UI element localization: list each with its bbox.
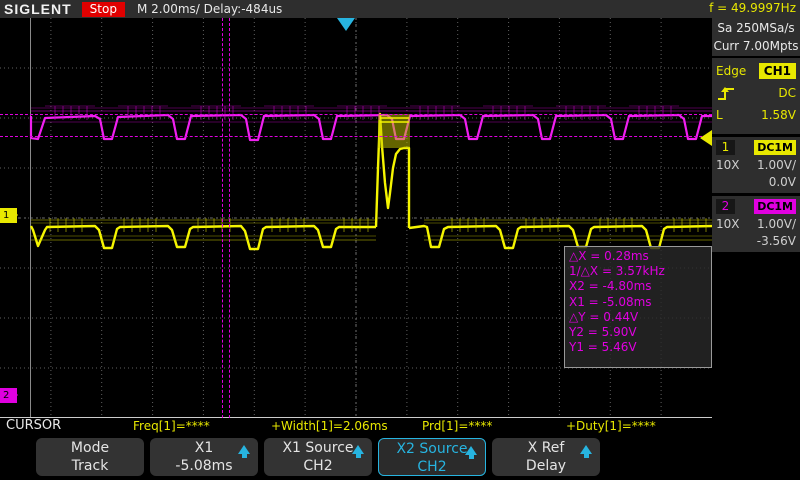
ch1-probe-ratio: 10X [716, 157, 740, 172]
softkey-x2-source-line1: X2 Source [396, 441, 468, 457]
trigger-type-label: Edge [716, 64, 747, 78]
trace-ch2 [29, 105, 712, 142]
ch2-offset: -3.56V [756, 233, 796, 248]
graticule-grid [0, 18, 712, 418]
softkey-x1[interactable]: X1 -5.08ms [150, 438, 258, 476]
softkey-x2-source[interactable]: X2 Source CH2 [378, 438, 486, 476]
right-sidebar: Sa 250MSa/s Curr 7.00Mpts Edge CH1 DC L … [712, 18, 800, 418]
trigger-level-label: L [716, 108, 723, 122]
softkey-x1-source[interactable]: X1 Source CH2 [264, 438, 372, 476]
softkey-x2-source-line2: CH2 [417, 459, 447, 475]
timebase-readout[interactable]: M 2.00ms/ Delay:-484us [136, 2, 283, 16]
softkey-x1-line1: X1 [194, 440, 214, 456]
waveform-plot-area[interactable]: 1 2 △X = 0.28ms 1/△X = 3.57kHz X2 = -4.8… [0, 18, 712, 418]
cursor-dy: △Y = 0.44V [569, 309, 639, 324]
softkey-mode-line2: Track [71, 458, 109, 474]
rising-edge-icon [718, 87, 734, 100]
cursor-x2: X2 = -4.80ms [569, 279, 652, 294]
measurement-strip: CURSOR Freq[1]=**** +Width[1]=2.06ms Prd… [0, 418, 712, 434]
frequency-counter: f = 49.9997Hz [709, 1, 796, 15]
measure-item-prd[interactable]: Prd[1]=**** [422, 419, 493, 433]
cursor-dx: △X = 0.28ms [569, 249, 649, 263]
ch1-ground-arrow-icon [11, 208, 18, 222]
channel-1-panel[interactable]: 1 DC1M 10X 1.00V/ 0.0V [712, 137, 800, 193]
ch1-ground-label: 1 [3, 210, 10, 221]
cursor-y2: Y2 = 5.90V [569, 325, 637, 340]
brand-logo: SIGLENT [4, 1, 72, 17]
measure-item-duty[interactable]: +Duty[1]=**** [566, 419, 656, 433]
top-status-bar: SIGLENT Stop M 2.00ms/ Delay:-484us f = … [0, 0, 800, 18]
softkey-x1-up-arrow-icon[interactable] [238, 445, 250, 458]
ch2-ground-label: 2 [3, 390, 10, 401]
ch1-number[interactable]: 1 [716, 140, 735, 155]
softkey-bar: Mode Track X1 -5.08ms X1 Source CH2 X2 S… [0, 434, 800, 480]
measure-item-pwidth[interactable]: +Width[1]=2.06ms [271, 419, 388, 433]
trigger-level-value: 1.58V [761, 108, 796, 122]
trace-ch2-noise [54, 106, 672, 120]
trigger-source-chip[interactable]: CH1 [758, 63, 796, 79]
softkey-x-ref[interactable]: X Ref Delay [492, 438, 600, 476]
cursor-x1-line[interactable] [222, 18, 223, 418]
trace-ch1 [29, 112, 712, 251]
ch1-volts-per-div: 1.00V/ [757, 157, 796, 172]
softkey-x-ref-line1: X Ref [527, 440, 565, 456]
ch1-offset: 0.0V [768, 174, 796, 189]
ch2-coupling-chip[interactable]: DC1M [754, 199, 796, 214]
trigger-coupling-value: DC [778, 86, 796, 100]
softkey-mode-line1: Mode [70, 440, 110, 456]
softkey-x-ref-up-arrow-icon[interactable] [580, 445, 592, 458]
softkey-x1-source-line2: CH2 [303, 458, 333, 474]
sample-rate-readout: Sa 250MSa/s [717, 21, 795, 35]
cursor-x2-line[interactable] [229, 18, 230, 418]
cursor-inv-dx: 1/△X = 3.57kHz [569, 264, 665, 279]
softkey-x1-source-line1: X1 Source [282, 440, 354, 456]
softkey-x1-line2: -5.08ms [175, 458, 233, 474]
channel-2-panel[interactable]: 2 DC1M 10X 1.00V/ -3.56V [712, 196, 800, 252]
ch2-number[interactable]: 2 [716, 199, 735, 214]
ch1-coupling-chip[interactable]: DC1M [754, 140, 796, 155]
ch1-ground-marker[interactable]: 1 [0, 208, 18, 223]
cursor-x1: X1 = -5.08ms [569, 294, 652, 309]
measure-item-freq[interactable]: Freq[1]=**** [133, 419, 210, 433]
cursor-readout-box: △X = 0.28ms 1/△X = 3.57kHz X2 = -4.80ms … [564, 246, 712, 368]
memory-depth-readout: Curr 7.00Mpts [713, 39, 799, 53]
cursor-y2-line[interactable] [0, 114, 712, 115]
measure-mode-label: CURSOR [6, 418, 62, 433]
softkey-x1-source-up-arrow-icon[interactable] [352, 445, 364, 458]
ch2-ground-arrow-icon [11, 388, 18, 402]
waveform-traces [29, 105, 712, 251]
softkey-x2-source-up-arrow-icon[interactable] [465, 446, 477, 459]
cursor-y1: Y1 = 5.46V [569, 340, 637, 355]
acquisition-info-panel[interactable]: Sa 250MSa/s Curr 7.00Mpts [712, 18, 800, 56]
ch2-volts-per-div: 1.00V/ [757, 216, 796, 231]
trigger-info-panel[interactable]: Edge CH1 DC L 1.58V [712, 58, 800, 134]
softkey-mode[interactable]: Mode Track [36, 438, 144, 476]
trigger-level-marker-icon[interactable] [700, 130, 712, 146]
ch2-probe-ratio: 10X [716, 216, 740, 231]
softkey-x-ref-line2: Delay [525, 458, 567, 474]
ch2-ground-marker[interactable]: 2 [0, 388, 18, 403]
run-state-badge[interactable]: Stop [81, 1, 125, 17]
trigger-position-marker-icon[interactable] [337, 18, 355, 31]
cursor-y1-line[interactable] [0, 136, 712, 137]
